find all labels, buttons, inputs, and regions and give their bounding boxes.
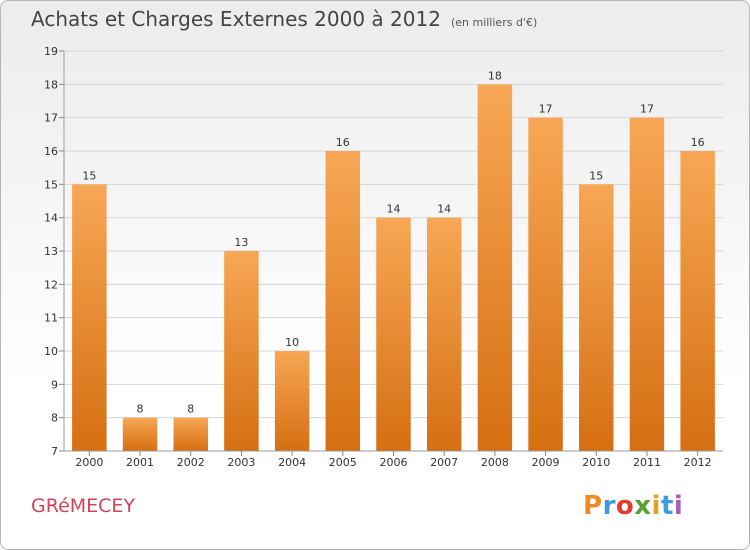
y-tick-label: 14 bbox=[44, 212, 58, 225]
x-tick-label: 2004 bbox=[278, 456, 306, 469]
bar-2011 bbox=[629, 117, 665, 452]
x-tick-label: 2008 bbox=[481, 456, 509, 469]
x-tick-label: 2011 bbox=[633, 456, 661, 469]
bar-2000 bbox=[72, 184, 107, 452]
x-tick-label: 2009 bbox=[532, 456, 560, 469]
y-tick-label: 13 bbox=[44, 245, 58, 258]
data-label: 10 bbox=[285, 336, 299, 349]
commune-name: GRéMECEY bbox=[31, 495, 136, 517]
bar-2004 bbox=[274, 351, 310, 451]
data-label: 8 bbox=[137, 403, 144, 416]
bar-2008 bbox=[477, 84, 513, 451]
x-tick-label: 2002 bbox=[177, 456, 205, 469]
y-tick-label: 7 bbox=[51, 445, 58, 458]
y-tick-label: 11 bbox=[44, 312, 58, 325]
bar-2005 bbox=[325, 151, 361, 451]
axes: 7 8 9 10 11 12 13 14 15 16 17 18 19 2000 2001 2002 2003 2… bbox=[44, 45, 723, 469]
logo-letter: i bbox=[651, 491, 661, 521]
bar-2003 bbox=[224, 251, 259, 451]
y-tick-label: 15 bbox=[44, 178, 58, 191]
bar-2012 bbox=[680, 151, 715, 451]
data-label: 14 bbox=[437, 203, 451, 216]
chart-title-text: Achats et Charges Externes 2000 à 2012 bbox=[31, 7, 441, 31]
bar-2007 bbox=[426, 217, 462, 451]
data-label: 17 bbox=[539, 103, 553, 116]
y-tick-label: 18 bbox=[44, 78, 58, 91]
x-tick-label: 2001 bbox=[126, 456, 154, 469]
data-label: 8 bbox=[187, 403, 194, 416]
logo-letter: x bbox=[634, 491, 652, 521]
logo-letter: i bbox=[673, 491, 684, 521]
bar-2002 bbox=[173, 417, 208, 451]
data-label: 15 bbox=[589, 169, 603, 182]
x-tick-label: 2012 bbox=[684, 456, 712, 469]
data-label: 13 bbox=[234, 236, 248, 249]
chart-title: Achats et Charges Externes 2000 à 2012 (e… bbox=[31, 7, 537, 31]
y-tick-label: 19 bbox=[44, 45, 58, 58]
logo-letter: t bbox=[660, 491, 674, 521]
logo-letter: r bbox=[602, 491, 616, 521]
data-label: 16 bbox=[336, 136, 350, 149]
data-label: 18 bbox=[488, 69, 502, 82]
x-tick-label: 2006 bbox=[380, 456, 408, 469]
data-label: 16 bbox=[691, 136, 705, 149]
data-label: 14 bbox=[387, 203, 401, 216]
x-tick-label: 2007 bbox=[430, 456, 458, 469]
y-tick-label: 8 bbox=[51, 412, 58, 425]
y-tick-label: 9 bbox=[51, 378, 58, 391]
y-tick-label: 17 bbox=[44, 112, 58, 125]
x-tick-label: 2005 bbox=[329, 456, 357, 469]
bar-2009 bbox=[528, 117, 563, 452]
bar-2010 bbox=[579, 184, 614, 452]
y-tick-label: 10 bbox=[44, 345, 58, 358]
data-label: 15 bbox=[82, 169, 96, 182]
proxiti-logo[interactable]: Proxiti bbox=[583, 491, 683, 521]
logo-letter: P bbox=[583, 491, 603, 521]
y-tick-label: 12 bbox=[44, 278, 58, 291]
x-tick-label: 2010 bbox=[582, 456, 610, 469]
x-tick-label: 2003 bbox=[227, 456, 255, 469]
bar-2001 bbox=[122, 417, 158, 451]
x-tick-label: 2000 bbox=[75, 456, 103, 469]
y-tick-label: 16 bbox=[44, 145, 58, 158]
bar-2006 bbox=[376, 217, 411, 451]
data-label: 17 bbox=[640, 103, 654, 116]
chart-subtitle: (en milliers d'€) bbox=[450, 16, 538, 29]
bars: 15 8 8 13 10 16 14 14 18 17 15 17 16 bbox=[72, 69, 715, 452]
logo-letter: o bbox=[615, 491, 635, 521]
